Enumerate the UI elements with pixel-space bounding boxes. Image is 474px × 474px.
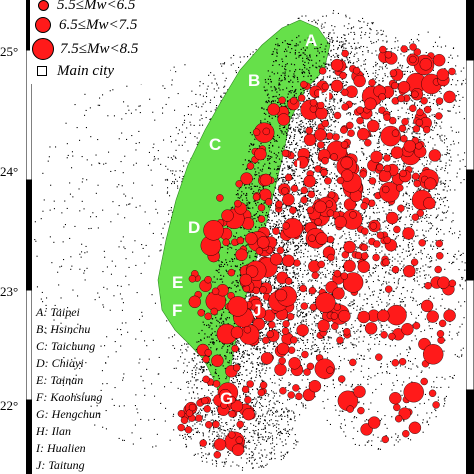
- city-marker-i: I: [296, 157, 301, 176]
- city-marker-c: C: [209, 135, 221, 154]
- city-marker-g: G: [220, 389, 233, 408]
- city-marker-d: D: [188, 218, 200, 237]
- city-list-item: D: Chiayi: [36, 356, 84, 370]
- city-list: A: Taipei B: Hsinchu C: Taichung D: Chia…: [36, 304, 102, 474]
- city-marker-a: A: [305, 31, 317, 50]
- city-marker-f: F: [172, 301, 182, 320]
- city-marker-e: E: [172, 273, 183, 292]
- city-list-item: J: Taitung: [36, 458, 85, 472]
- main-city-square-icon: [37, 66, 47, 76]
- city-list-item: G: Hengchun: [36, 407, 101, 421]
- large-event-swatch: [32, 38, 54, 60]
- city-list-item: F: Kaohsiung: [36, 390, 103, 404]
- legend: 5.5≤Mw<6.5 6.5≤Mw<7.5 7.5≤Mw<8.5 Main ci…: [30, 0, 170, 84]
- city-markers: A B C D EF G H I J: [172, 31, 330, 408]
- city-list-item: A: Taipei: [36, 305, 80, 319]
- right-frame-axis: [465, 0, 474, 474]
- latitude-labels: 25° 24° 23° 22°: [0, 44, 18, 413]
- latitude-label: 25°: [0, 44, 18, 59]
- city-list-item: E: Tainan: [36, 373, 84, 387]
- latitude-label: 24°: [0, 164, 18, 179]
- legend-item-large: 7.5≤Mw<8.5: [30, 38, 138, 60]
- city-marker-h: H: [318, 87, 330, 106]
- legend-label: 6.5≤Mw<7.5: [59, 16, 138, 33]
- earthquake-events: [177, 43, 457, 459]
- city-list-item: H: Ilan: [36, 424, 71, 438]
- medium-event-swatch: [35, 17, 51, 33]
- city-marker-b: B: [248, 71, 260, 90]
- legend-item-medium: 6.5≤Mw<7.5: [30, 14, 137, 36]
- legend-label: 7.5≤Mw<8.5: [60, 40, 139, 57]
- legend-item-city: Main city: [30, 60, 114, 82]
- city-list-item: I: Hualien: [36, 441, 86, 455]
- small-event-swatch: [38, 0, 49, 11]
- city-list-item: C: Taichung: [36, 339, 96, 353]
- legend-label: Main city: [57, 62, 115, 79]
- latitude-label: 22°: [0, 398, 18, 413]
- city-marker-j: J: [252, 301, 261, 320]
- latitude-label: 23°: [0, 284, 18, 299]
- city-list-item: B: Hsinchu: [36, 322, 91, 336]
- legend-label: 5.5≤Mw<6.5: [57, 0, 136, 13]
- legend-item-small: 5.5≤Mw<6.5: [30, 0, 135, 16]
